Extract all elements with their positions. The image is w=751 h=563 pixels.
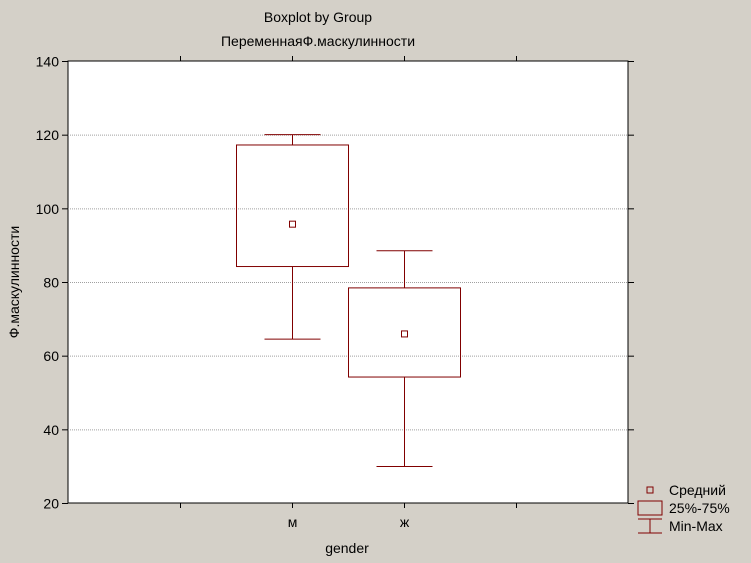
iqr-box bbox=[348, 287, 461, 378]
x-axis-label: gender bbox=[325, 540, 369, 556]
legend-item: 25%-75% bbox=[637, 500, 730, 516]
y-tick-label: 100 bbox=[36, 201, 60, 217]
legend-mean-marker bbox=[646, 486, 654, 494]
mean-marker bbox=[401, 330, 408, 338]
y-tick-label: 20 bbox=[43, 496, 59, 512]
y-tick-label: 60 bbox=[43, 348, 59, 364]
x-tick-label: м bbox=[288, 514, 298, 530]
y-tick-label: 120 bbox=[36, 127, 60, 143]
y-tick-label: 80 bbox=[43, 275, 59, 291]
legend-label: 25%-75% bbox=[669, 500, 730, 516]
legend-item: Средний bbox=[646, 482, 726, 498]
chart-subtitle: ПеременнаяФ.маскулинности bbox=[221, 33, 415, 49]
legend-label: Min-Max bbox=[669, 518, 723, 534]
legend-label: Средний bbox=[669, 482, 726, 498]
box-group bbox=[236, 134, 349, 340]
legend-box-marker bbox=[637, 500, 663, 516]
y-tick-label: 40 bbox=[43, 422, 59, 438]
mean-marker bbox=[289, 220, 296, 228]
boxes bbox=[236, 134, 461, 468]
y-tick-label: 140 bbox=[36, 54, 60, 70]
chart-title: Boxplot by Group bbox=[264, 9, 372, 25]
legend-whisker-marker bbox=[638, 518, 662, 534]
x-tick-label: ж bbox=[400, 514, 410, 530]
y-axis-ticks: 20 40 60 80 100 120 140 bbox=[36, 54, 634, 512]
iqr-box bbox=[236, 144, 349, 268]
legend: Средний 25%-75% Min-Max bbox=[637, 482, 730, 534]
legend-item: Min-Max bbox=[638, 518, 723, 534]
box-group bbox=[348, 250, 461, 468]
y-axis-label: Ф.маскулинности bbox=[6, 226, 22, 338]
